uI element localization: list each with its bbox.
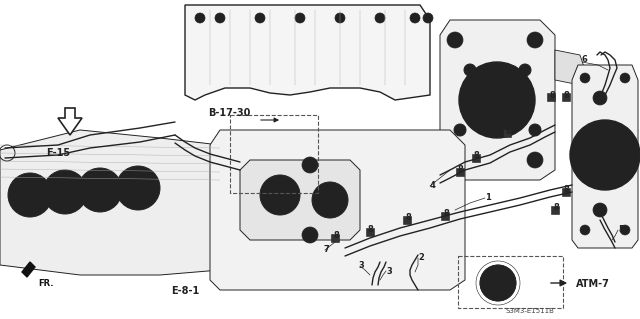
Circle shape — [260, 175, 300, 215]
Text: 2: 2 — [418, 254, 424, 263]
Circle shape — [116, 166, 160, 210]
Text: S3M3-E1511B: S3M3-E1511B — [506, 308, 554, 314]
Circle shape — [527, 32, 543, 48]
Circle shape — [410, 13, 420, 23]
Circle shape — [464, 64, 476, 76]
Text: 5: 5 — [618, 226, 624, 234]
Polygon shape — [572, 65, 638, 248]
Bar — [562, 188, 570, 196]
Text: 3: 3 — [386, 266, 392, 276]
Circle shape — [195, 13, 205, 23]
Circle shape — [312, 182, 348, 218]
Text: 1: 1 — [485, 194, 491, 203]
Text: 8: 8 — [505, 127, 511, 136]
Text: 8: 8 — [474, 152, 480, 160]
Text: 4: 4 — [430, 182, 436, 190]
Circle shape — [489, 92, 505, 108]
Circle shape — [459, 62, 535, 138]
Circle shape — [447, 152, 463, 168]
Polygon shape — [0, 130, 235, 275]
Circle shape — [255, 13, 265, 23]
Circle shape — [580, 73, 590, 83]
Polygon shape — [440, 20, 555, 180]
Polygon shape — [555, 50, 585, 85]
Text: E-15: E-15 — [46, 148, 70, 158]
Text: 8: 8 — [368, 226, 374, 234]
Circle shape — [335, 13, 345, 23]
Text: 8: 8 — [564, 186, 570, 195]
Text: B-17-30: B-17-30 — [208, 108, 250, 118]
Text: 8: 8 — [333, 232, 339, 241]
Text: 6: 6 — [582, 56, 588, 64]
Text: ATM-7: ATM-7 — [576, 279, 610, 289]
Bar — [551, 206, 559, 214]
Circle shape — [447, 32, 463, 48]
Circle shape — [78, 168, 122, 212]
Bar — [230, 115, 318, 193]
Circle shape — [302, 157, 318, 173]
Polygon shape — [240, 160, 360, 240]
Bar — [503, 129, 511, 137]
Circle shape — [215, 13, 225, 23]
Circle shape — [570, 120, 640, 190]
Circle shape — [454, 124, 466, 136]
Circle shape — [519, 64, 531, 76]
Text: 8: 8 — [443, 210, 449, 219]
Text: 3: 3 — [358, 262, 364, 271]
Bar — [456, 168, 464, 176]
Circle shape — [295, 13, 305, 23]
Text: 8: 8 — [549, 91, 555, 100]
Circle shape — [529, 124, 541, 136]
Text: 8: 8 — [458, 166, 464, 174]
Polygon shape — [185, 5, 430, 100]
Text: 8: 8 — [553, 204, 559, 212]
Circle shape — [302, 227, 318, 243]
Circle shape — [480, 265, 516, 301]
Circle shape — [580, 225, 590, 235]
Text: 8: 8 — [405, 213, 411, 222]
Bar — [472, 154, 480, 162]
Text: 8: 8 — [564, 91, 570, 100]
Polygon shape — [58, 108, 82, 135]
Bar — [562, 93, 570, 101]
Text: FR.: FR. — [38, 278, 54, 287]
Circle shape — [620, 73, 630, 83]
Circle shape — [375, 13, 385, 23]
Circle shape — [8, 173, 52, 217]
Bar — [458, 256, 563, 308]
Text: E-8-1: E-8-1 — [171, 286, 199, 296]
Circle shape — [527, 152, 543, 168]
Bar — [403, 216, 411, 224]
Polygon shape — [210, 130, 465, 290]
Bar — [547, 93, 555, 101]
Bar — [366, 228, 374, 236]
Circle shape — [593, 203, 607, 217]
Circle shape — [620, 225, 630, 235]
Circle shape — [43, 170, 87, 214]
Text: 7: 7 — [323, 246, 329, 255]
Circle shape — [423, 13, 433, 23]
Bar — [331, 234, 339, 242]
Bar — [441, 212, 449, 220]
Polygon shape — [22, 262, 35, 277]
Circle shape — [593, 91, 607, 105]
